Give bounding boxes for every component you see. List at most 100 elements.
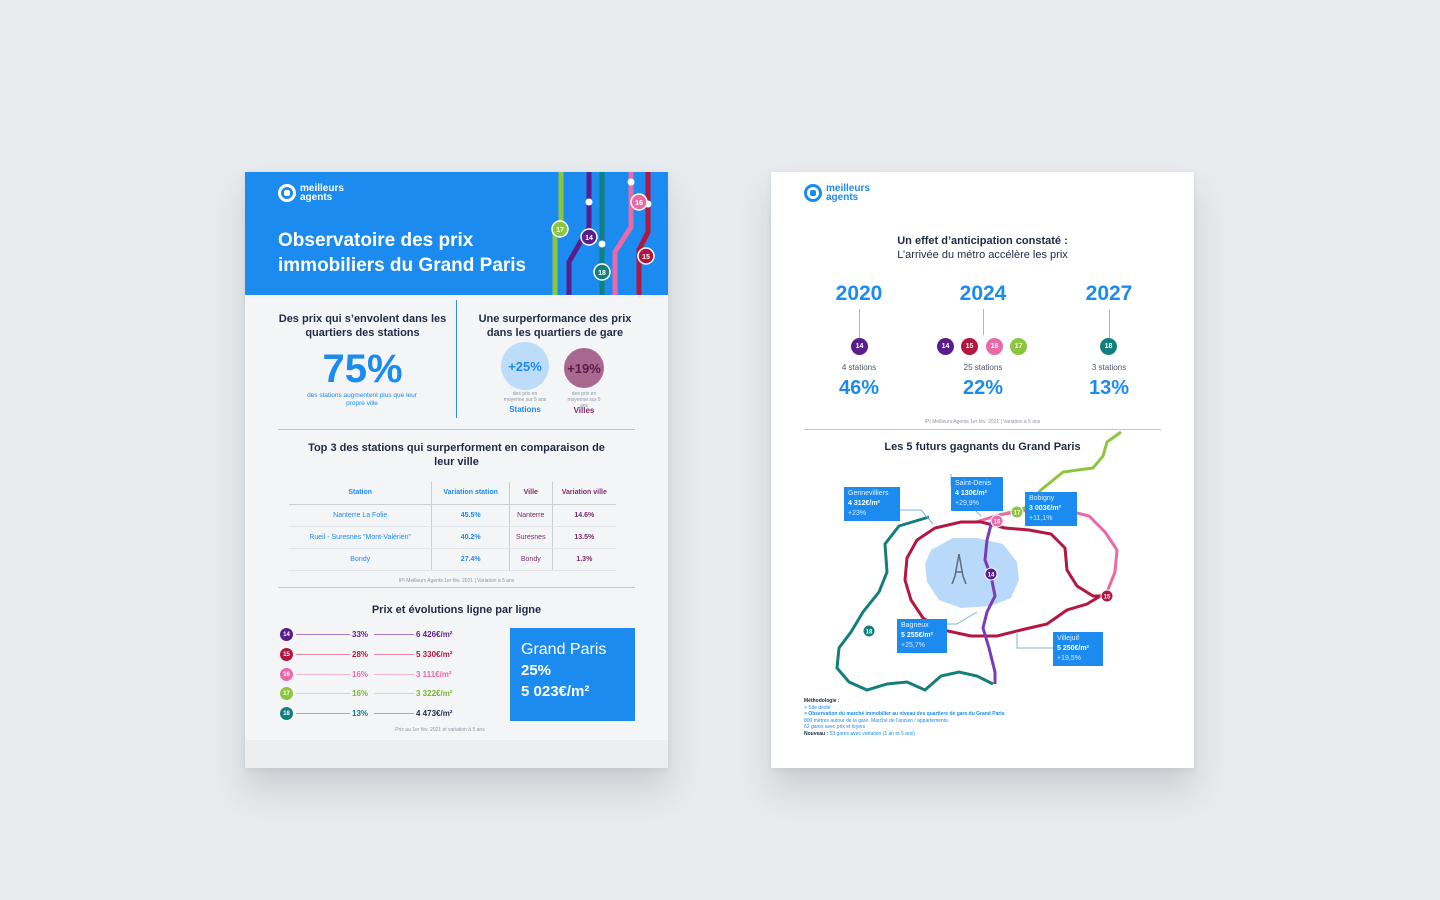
line-14-track — [374, 634, 414, 635]
top3-heading: Top 3 des stations qui surperforment en … — [308, 442, 605, 468]
stations-heading: Des prix qui s’envolent dans les quartie… — [278, 313, 447, 339]
line-17-badge: 17 — [1010, 338, 1027, 355]
map-line-18-badge: 18 — [862, 624, 876, 638]
winner-callout-saint-denis: Saint-Denis 4 130€/m² +29,9% — [951, 477, 1003, 511]
line-14-path — [981, 516, 997, 684]
left-page-footer-band — [245, 740, 668, 768]
winner-price: 4 130€/m² — [955, 490, 987, 497]
winner-callout-bagneux: Bagneux 5 255€/m² +25,7% — [897, 619, 947, 653]
variation-station-cell: 27.4% — [431, 548, 510, 571]
line-17-percent: 16% — [352, 689, 369, 698]
station-cell: Bondy — [289, 548, 432, 571]
table-row: Bondy 27.4% Bondy 1.3% — [289, 548, 616, 571]
line-14-badge: 14 — [580, 228, 598, 246]
line-row-16: 16 16% 3 111€/m² — [280, 668, 480, 682]
brand-logo-text: meilleurs agents — [300, 183, 344, 203]
winner-name: Saint-Denis — [955, 480, 992, 487]
grand-paris-percent: 25% — [521, 662, 552, 679]
table-row: Nanterre La Folie 45.5% Nanterre 14.6% — [289, 504, 616, 527]
svg-text:16: 16 — [635, 200, 643, 207]
station-cell: Rueil - Suresnes "Mont-Valérien" — [289, 526, 432, 549]
winners-title: Les 5 futurs gagnants du Grand Paris — [884, 441, 1081, 453]
nouveau-label: Nouveau : — [804, 730, 829, 737]
svg-text:17: 17 — [556, 227, 564, 234]
table-row: Rueil - Suresnes "Mont-Valérien" 40.2% S… — [289, 526, 616, 549]
line-row-18: 18 13% 4 473€/m² — [280, 707, 480, 721]
methodology-line: 800 mètres autour de la gare. Marché de … — [804, 717, 950, 724]
page-title: Observatoire des prix immobiliers du Gra… — [278, 230, 527, 276]
line-14-badge: 14 — [280, 628, 293, 641]
stations-percent: 75% — [322, 347, 403, 391]
map-line-14-badge: 14 — [984, 567, 998, 581]
variation-ville-cell: 1.3% — [551, 548, 616, 571]
stats-divider — [456, 300, 457, 418]
winner-name: Bagneux — [901, 622, 929, 629]
line-16-path — [975, 508, 1119, 593]
stations-bubble: +25% — [501, 342, 549, 390]
line-14-track — [296, 634, 350, 635]
grand-paris-price: 5 023€/m² — [521, 683, 590, 700]
anticipation-subtitle: L’arrivée du métro accélère les prix — [897, 249, 1068, 261]
winner-name: Villejuif — [1057, 635, 1080, 642]
year-2024: 2024 — [959, 282, 1007, 305]
line-14-percent: 33% — [352, 630, 369, 639]
line-17-track — [296, 693, 350, 694]
villes-bubble: +19% — [564, 348, 604, 388]
line-15-track — [296, 654, 350, 655]
winner-price: 5 250€/m² — [1057, 645, 1089, 652]
winner-variation: +11,1% — [1029, 515, 1053, 522]
methodology-line: > Observation du marché immobilier au ni… — [804, 711, 1005, 717]
line-18-track — [296, 713, 350, 714]
line-15-badge: 15 — [280, 648, 293, 661]
line-18-price: 4 473€/m² — [416, 709, 453, 718]
section-divider — [804, 429, 1161, 430]
brand-logo: meilleurs agents — [804, 184, 886, 203]
year-connector — [983, 309, 984, 335]
stations-count-2024: 25 stations — [963, 363, 1003, 372]
stations-count-2027: 3 stations — [1091, 363, 1127, 372]
svg-text:18: 18 — [866, 630, 873, 636]
methodology-line: 62 gares avec prix et loyers — [804, 724, 866, 730]
top3-source: IPI Meilleurs Agents 1er fév. 2021 | Var… — [398, 578, 515, 584]
methodology-title: Méthodologie : — [804, 698, 840, 704]
methodology-line: > Site dédié — [804, 704, 831, 711]
line-16-track — [296, 674, 350, 675]
variation-station-cell: 40.2% — [431, 526, 510, 549]
line-17-price: 3 322€/m² — [416, 689, 453, 698]
line-row-14: 14 33% 6 426€/m² — [280, 628, 480, 642]
winner-name: Bobigny — [1029, 495, 1055, 502]
villes-label: Villes — [573, 406, 595, 415]
percent-2027: 13% — [1088, 377, 1130, 399]
line-15-price: 5 330€/m² — [416, 650, 453, 659]
eiffel-tower-icon — [951, 553, 967, 585]
stations-label: Stations — [509, 405, 541, 414]
line-row-15: 15 28% 5 330€/m² — [280, 648, 480, 662]
ville-cell: Bondy — [508, 548, 553, 571]
winner-variation: +19,5% — [1057, 655, 1081, 662]
left-infographic-page: meilleurs agents Observatoire des prix i… — [245, 172, 668, 768]
line-18-percent: 13% — [352, 709, 369, 718]
svg-text:16: 16 — [994, 520, 1001, 526]
variation-ville-cell: 14.6% — [551, 504, 616, 527]
svg-text:17: 17 — [1014, 511, 1021, 517]
grand-paris-summary-box: Grand Paris 25% 5 023€/m² — [510, 628, 635, 721]
winner-price: 4 312€/m² — [848, 500, 880, 507]
stations-caption: des stations augmentent plus que leur pr… — [307, 392, 417, 407]
line-14-badge: 14 — [937, 338, 954, 355]
line-15-percent: 28% — [352, 650, 369, 659]
house-logo-icon — [804, 184, 822, 202]
paris-outline — [925, 538, 1019, 608]
winner-variation: +25,7% — [901, 642, 925, 649]
table-header-row: Station Variation station Ville Variatio… — [289, 482, 616, 505]
line-18-path — [835, 515, 994, 692]
line-16-badge: 16 — [986, 338, 1003, 355]
top3-table: Station Variation station Ville Variatio… — [289, 482, 616, 571]
lines-footnote: Prix au 1er fév. 2021 et variation à 5 a… — [395, 727, 485, 733]
variation-ville-cell: 13.5% — [551, 526, 616, 549]
svg-text:14: 14 — [585, 235, 593, 242]
svg-text:15: 15 — [642, 254, 650, 261]
line-17-badge: 17 — [551, 220, 569, 238]
column-ville: Ville — [508, 482, 553, 505]
villes-bubble-caption: des prix en moyenne sur 5 ans — [567, 391, 601, 409]
year-connector — [859, 309, 860, 339]
